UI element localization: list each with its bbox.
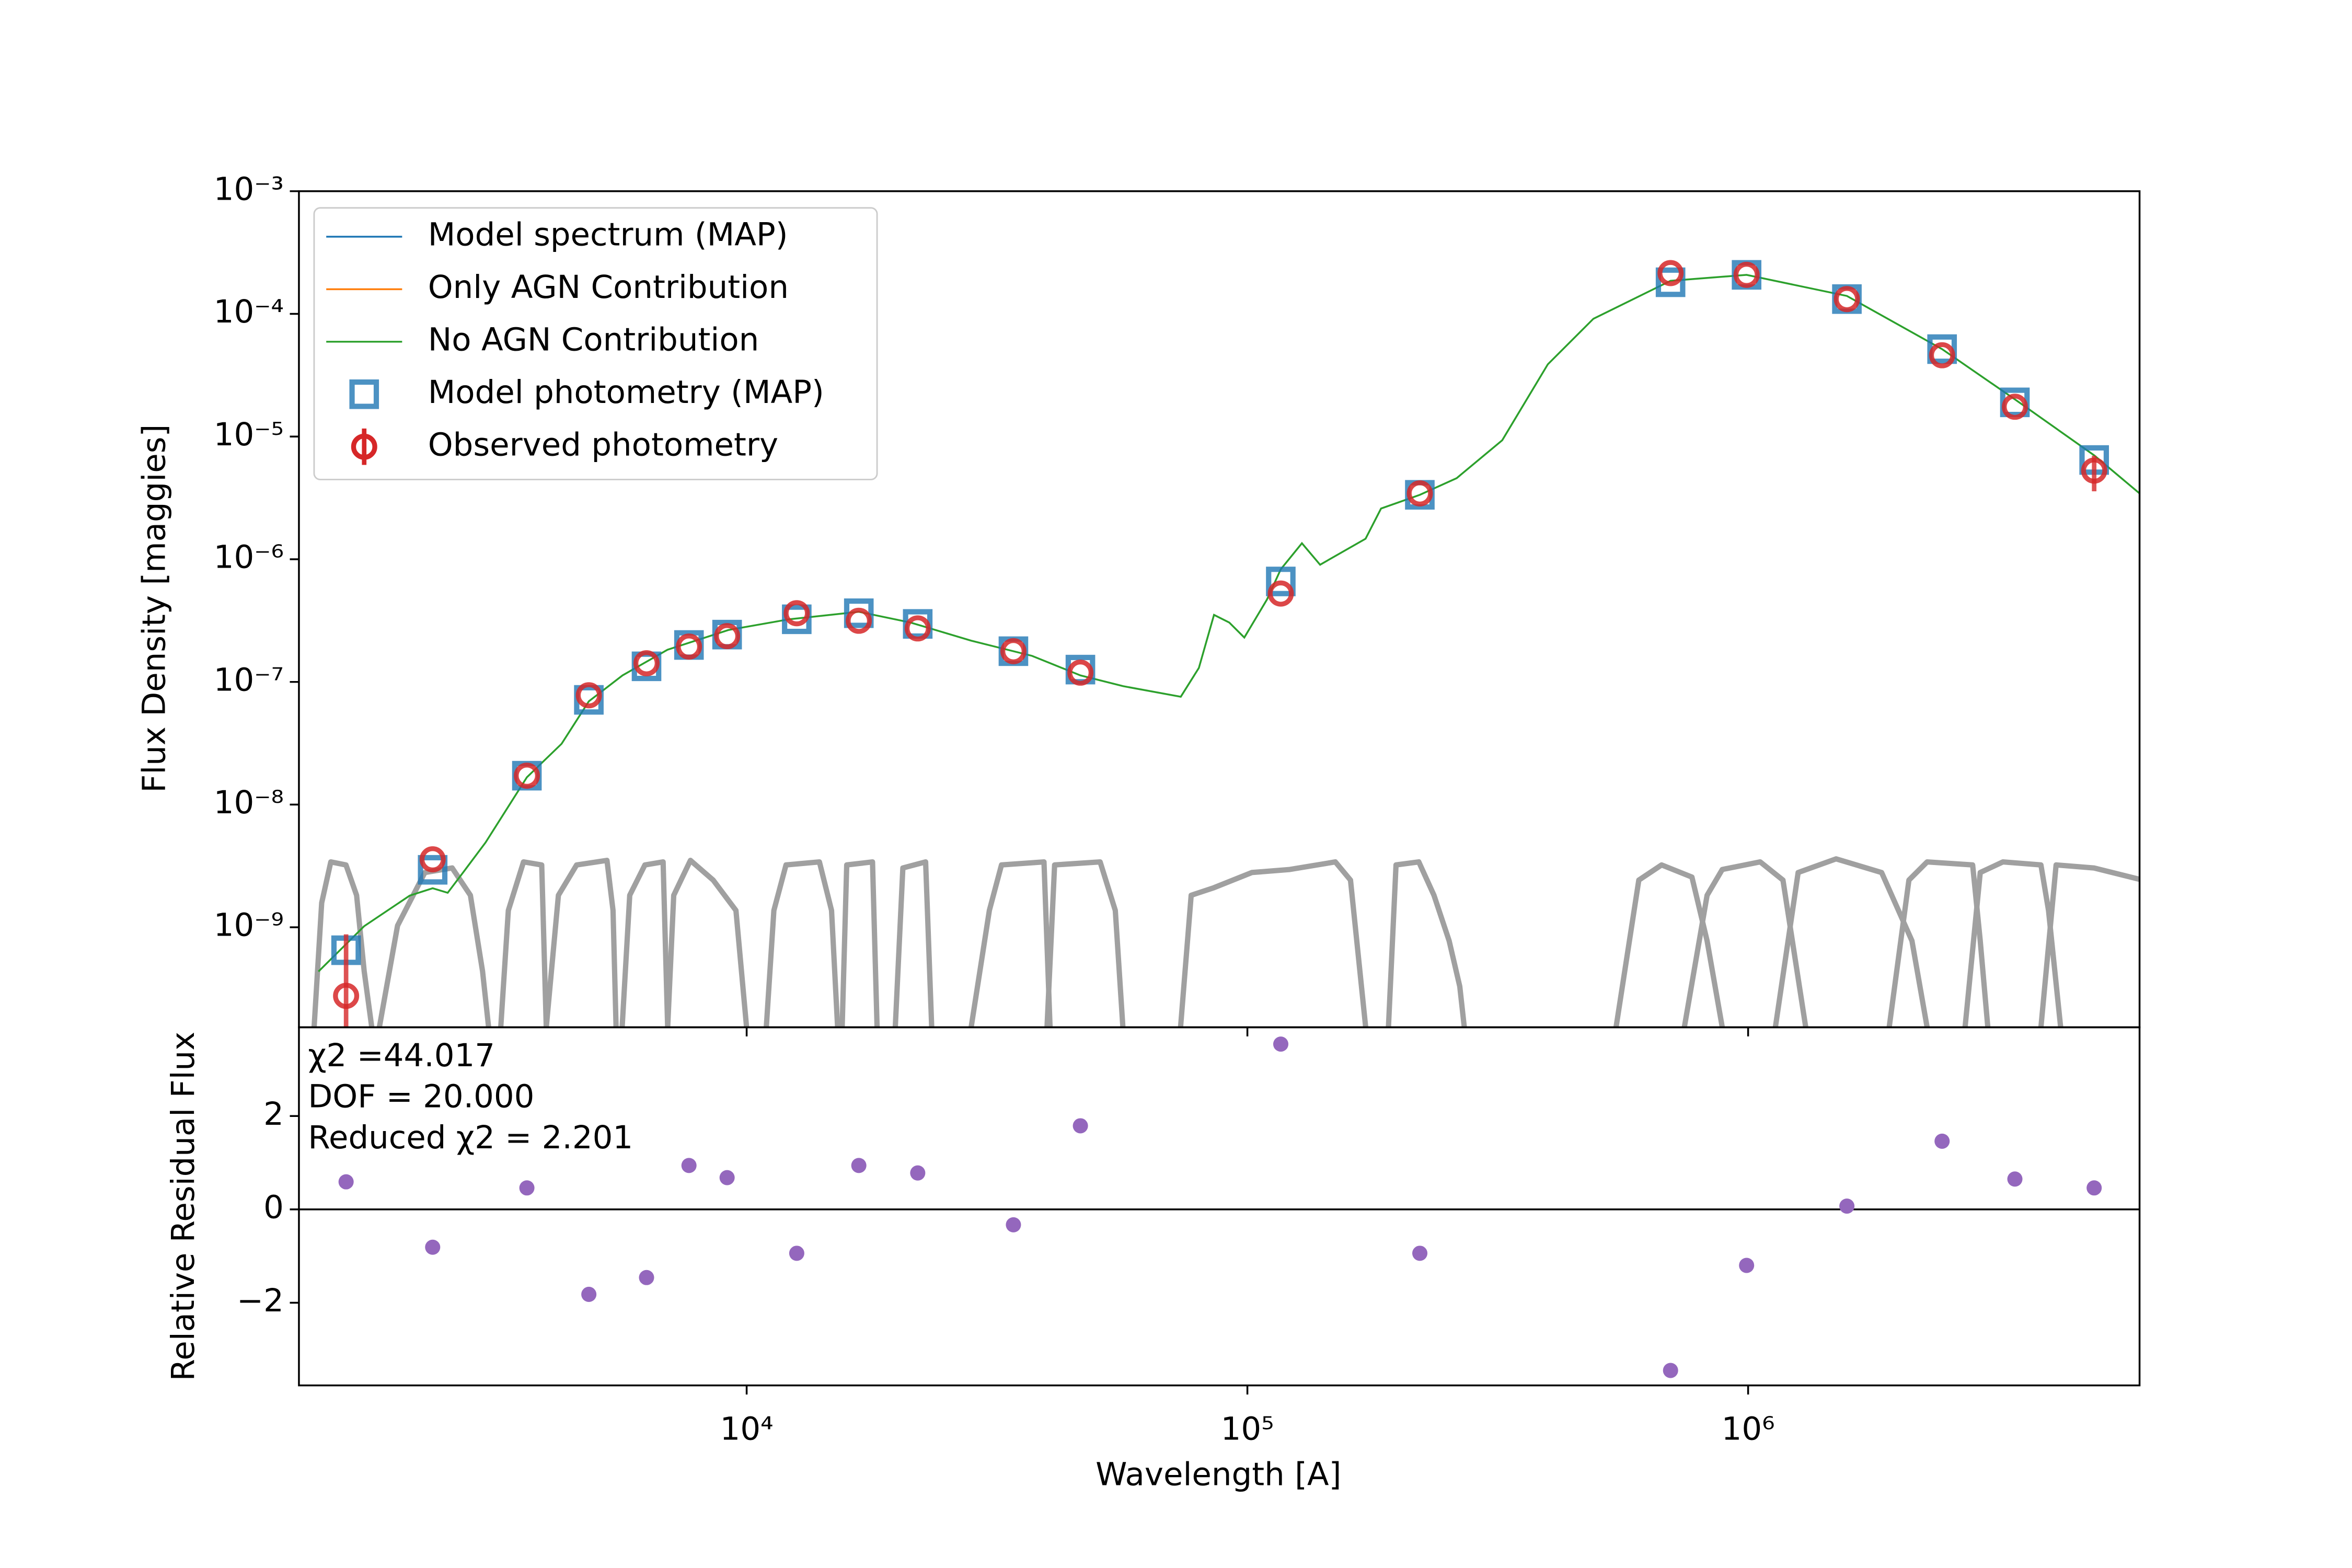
y-axis-label: Relative Residual Flux bbox=[165, 1032, 202, 1381]
residual-point bbox=[639, 1270, 654, 1285]
residual-point bbox=[789, 1246, 804, 1261]
residual-point bbox=[1934, 1133, 1950, 1149]
residual-point bbox=[910, 1165, 926, 1181]
sed-plot bbox=[318, 260, 2140, 1028]
legend-label: No AGN Contribution bbox=[428, 321, 759, 358]
observed-photometry-marker bbox=[904, 615, 931, 642]
observed-photometry-marker bbox=[846, 607, 872, 634]
observed-photometry-marker bbox=[1657, 260, 1684, 286]
y-tick-label: 10⁻³ bbox=[214, 170, 284, 207]
y-tick-label: 10⁻⁵ bbox=[214, 416, 284, 453]
residual-point bbox=[425, 1239, 441, 1255]
residual-point bbox=[1839, 1198, 1855, 1214]
residual-point bbox=[1006, 1217, 1021, 1232]
residual-point bbox=[2007, 1171, 2023, 1187]
filter-curves bbox=[311, 856, 2140, 1028]
y-tick-label: 0 bbox=[263, 1189, 284, 1226]
legend-box bbox=[313, 207, 878, 480]
x-tick-label: 10⁶ bbox=[1722, 1410, 1775, 1447]
legend-label: Only AGN Contribution bbox=[428, 269, 789, 306]
legend-swatch bbox=[351, 433, 377, 460]
x-tick-label: 10⁴ bbox=[720, 1410, 774, 1447]
y-tick-label: 2 bbox=[263, 1096, 284, 1133]
y-tick-label: −2 bbox=[237, 1282, 284, 1319]
y-tick-label: 10⁻⁸ bbox=[214, 784, 284, 821]
observed-photometry-marker bbox=[1733, 261, 1760, 288]
observed-photometry-marker bbox=[514, 763, 540, 789]
residual-plot: χ2 =44.017 DOF = 20.000 Reduced χ2 = 2.201 bbox=[298, 1036, 2140, 1378]
legend: Model spectrum (MAP) Only AGN Contributio… bbox=[313, 207, 878, 480]
model-photometry-marker bbox=[782, 604, 812, 635]
model-photometry-marker bbox=[1655, 267, 1686, 297]
legend-label: Model spectrum (MAP) bbox=[428, 216, 788, 253]
x-tick-label: 10⁵ bbox=[1221, 1410, 1274, 1447]
fit-statistic: Reduced χ2 = 2.201 bbox=[308, 1119, 633, 1156]
residual-point bbox=[519, 1180, 535, 1196]
x-axis-label: Wavelength [A] bbox=[1096, 1456, 1341, 1493]
observed-photometry-marker bbox=[783, 600, 810, 627]
residual-point bbox=[1273, 1036, 1288, 1052]
legend-swatch bbox=[349, 379, 379, 409]
y-tick-label: 10⁻⁷ bbox=[214, 661, 284, 698]
legend-label: Model photometry (MAP) bbox=[428, 374, 824, 411]
observed-photometry-marker bbox=[1406, 480, 1433, 506]
model-photometry-marker bbox=[1266, 567, 1296, 596]
observed-photometry-marker bbox=[2081, 457, 2107, 484]
observed-photometry-marker bbox=[633, 650, 660, 676]
observed-photometry-marker bbox=[1067, 659, 1094, 686]
observed-photometry-marker bbox=[2002, 394, 2028, 420]
model-photometry-marker bbox=[844, 598, 874, 628]
fit-statistic: χ2 =44.017 bbox=[308, 1037, 495, 1074]
y-tick-label: 10⁻⁹ bbox=[214, 907, 284, 944]
residual-point bbox=[581, 1286, 597, 1302]
residual-point bbox=[851, 1158, 867, 1173]
residual-point bbox=[719, 1170, 735, 1185]
residual-point bbox=[681, 1158, 697, 1173]
model-photometry-marker bbox=[1927, 334, 1957, 364]
residual-point bbox=[1073, 1118, 1088, 1134]
residual-point bbox=[2086, 1180, 2102, 1196]
y-tick-label: 10⁻⁴ bbox=[214, 293, 284, 330]
residual-point bbox=[338, 1174, 354, 1190]
legend-label: Observed photometry bbox=[428, 426, 778, 463]
observed-photometry-marker bbox=[714, 623, 741, 650]
residual-point bbox=[1739, 1258, 1755, 1273]
y-axis-label: Flux Density [maggies] bbox=[136, 424, 173, 793]
residual-point bbox=[1663, 1363, 1678, 1378]
observed-photometry-marker bbox=[1834, 286, 1860, 313]
observed-photometry-marker bbox=[1929, 342, 1955, 368]
spectrum-line bbox=[318, 274, 2140, 972]
observed-photometry-marker bbox=[575, 682, 602, 709]
observed-photometry-marker bbox=[676, 633, 702, 660]
observed-photometry-marker bbox=[1267, 580, 1294, 607]
bottom-axes-frame bbox=[298, 1026, 2141, 1387]
observed-photometry-marker bbox=[333, 983, 360, 1009]
residual-point bbox=[1412, 1246, 1428, 1261]
model-photometry-marker bbox=[418, 855, 448, 885]
axes: 10⁻³ 10⁻⁴ 10⁻⁵ 10⁻⁶ 10⁻⁷ 10⁻⁸ 10⁻⁹ 10⁴ 10⁵ 10⁶ −2 0… bbox=[214, 170, 1775, 1447]
observed-photometry-marker bbox=[419, 846, 446, 873]
fit-statistic: DOF = 20.000 bbox=[308, 1078, 534, 1115]
observed-photometry-marker bbox=[1000, 638, 1027, 664]
y-tick-label: 10⁻⁶ bbox=[214, 539, 284, 576]
